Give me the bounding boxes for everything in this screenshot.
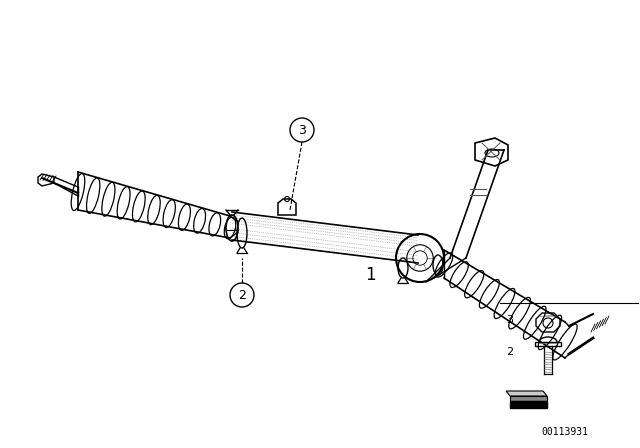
Text: 3: 3: [506, 315, 513, 325]
Polygon shape: [506, 391, 547, 396]
Bar: [510, 401, 547, 408]
Circle shape: [290, 118, 314, 142]
Text: 00113931: 00113931: [541, 427, 589, 437]
Circle shape: [230, 283, 254, 307]
Text: 1: 1: [365, 266, 375, 284]
Text: 2: 2: [506, 347, 513, 357]
Text: 2: 2: [238, 289, 246, 302]
Polygon shape: [510, 396, 547, 401]
Text: 3: 3: [298, 124, 306, 137]
